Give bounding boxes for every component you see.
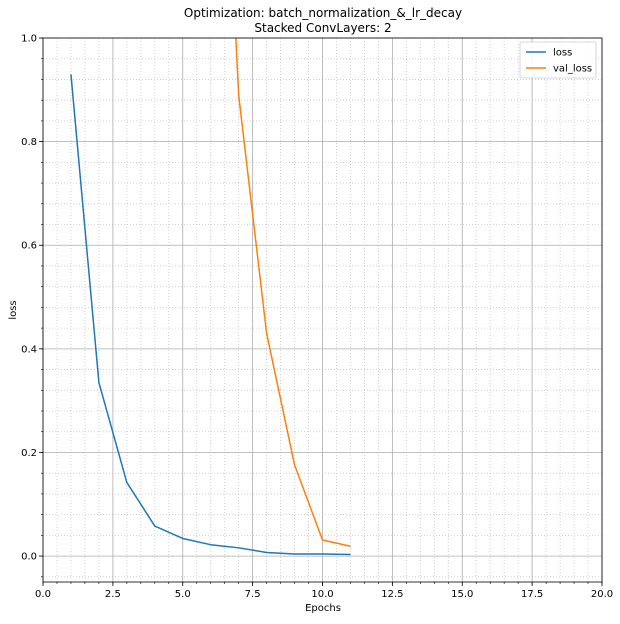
x-axis-label: Epochs — [305, 603, 341, 614]
x-tick-label: 20.0 — [591, 589, 613, 600]
plot-area: 0.0 2.5 5.0 7.5 10.0 12.5 15.0 17.5 20.0 0.0 0.2 0.… — [21, 34, 613, 601]
x-tick-label: 15.0 — [451, 589, 473, 600]
x-tick-label: 17.5 — [521, 589, 543, 600]
x-tick-label: 12.5 — [381, 589, 403, 600]
chart-subtitle: Stacked ConvLayers: 2 — [254, 21, 391, 35]
y-tick-label: 0.0 — [21, 552, 37, 563]
y-tick-label: 1.0 — [21, 34, 37, 45]
y-tick-label: 0.4 — [21, 344, 37, 355]
x-tick-label: 7.5 — [245, 589, 261, 600]
y-tick-label: 0.2 — [21, 448, 37, 459]
y-tick-label: 0.6 — [21, 241, 37, 252]
legend-label-val_loss: val_loss — [553, 64, 592, 75]
legend-box — [519, 41, 597, 79]
x-tick-label: 5.0 — [175, 589, 191, 600]
y-tick-label: 0.8 — [21, 137, 37, 148]
x-tick-label: 10.0 — [311, 589, 333, 600]
legend-label-loss: loss — [553, 48, 572, 59]
chart-title: Optimization: batch_normalization_&_lr_d… — [184, 6, 462, 20]
series-line-val_loss — [235, 38, 351, 547]
x-tick-label: 0.0 — [35, 589, 51, 600]
series-line-loss — [70, 74, 351, 556]
y-axis-label: loss — [8, 300, 19, 319]
x-tick-label: 2.5 — [105, 589, 121, 600]
